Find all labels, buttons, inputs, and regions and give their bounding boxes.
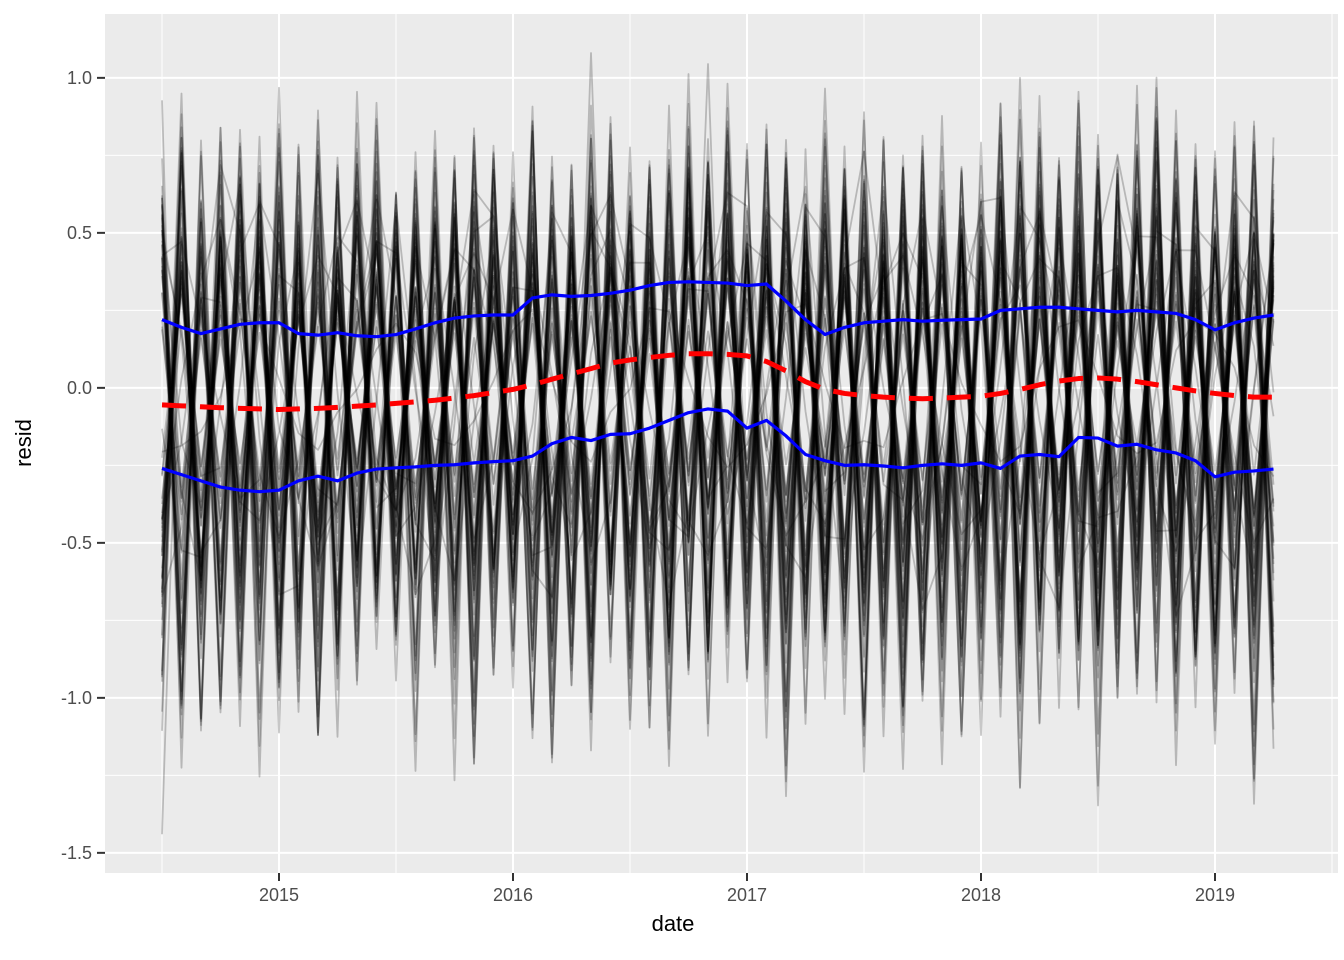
x-tick-label: 2018	[960, 885, 1002, 905]
x-tick-label: 2017	[726, 885, 768, 905]
x-tick-label: 2016	[492, 885, 534, 905]
x-tick-label: 2019	[1194, 885, 1236, 905]
y-tick-label: 0.0	[66, 377, 92, 398]
y-tick-label: 0.5	[66, 222, 92, 243]
y-tick-label: -0.5	[60, 532, 92, 553]
y-tick-label: -1.0	[60, 687, 92, 708]
x-tick-label: 2015	[258, 885, 300, 905]
y-axis-title: resid	[11, 419, 36, 467]
y-tick-label: 1.0	[66, 67, 92, 88]
x-axis-title: date	[651, 911, 695, 936]
y-tick-label: -1.5	[60, 842, 92, 863]
